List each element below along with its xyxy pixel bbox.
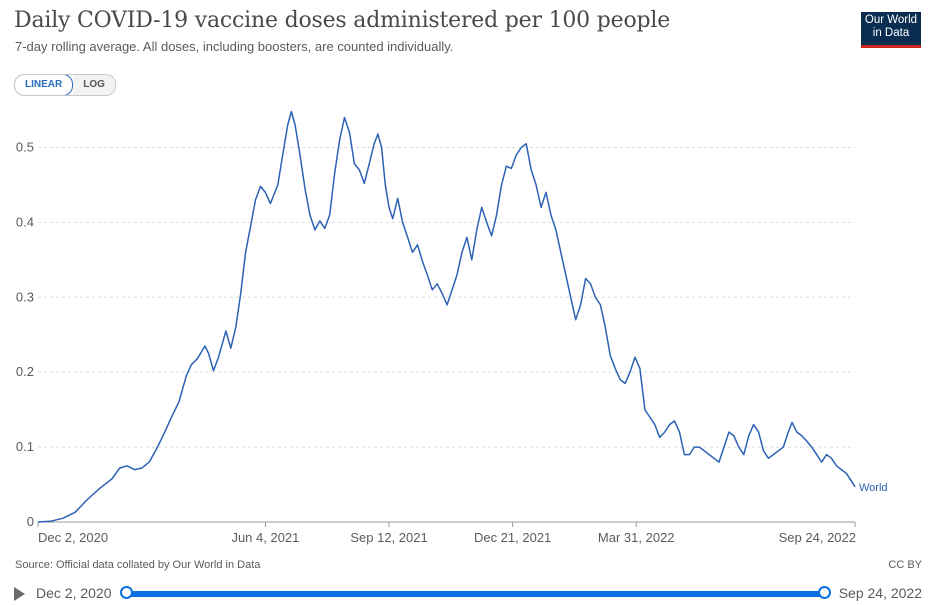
y-tick-label: 0	[27, 514, 34, 529]
timeline: Dec 2, 2020 Sep 24, 2022	[14, 582, 922, 604]
y-tick-label: 0.5	[16, 139, 34, 154]
x-tick-label: Mar 31, 2022	[598, 530, 675, 545]
x-tick-label: Dec 21, 2021	[474, 530, 551, 545]
owid-logo[interactable]: Our World in Data	[861, 12, 921, 48]
y-tick-label: 0.3	[16, 289, 34, 304]
x-tick-label: Sep 12, 2021	[350, 530, 427, 545]
x-axis-ticks: Dec 2, 2020 Jun 4, 2021 Sep 12, 2021 Dec 21…	[37, 522, 856, 545]
logo-line-1: Our World	[864, 14, 918, 26]
logo-line-2: in Data	[872, 27, 910, 39]
x-tick-label: Jun 4, 2021	[231, 530, 299, 545]
series-label-world: World	[859, 482, 888, 494]
license-link[interactable]: CC BY	[888, 559, 922, 571]
linear-scale-button[interactable]: LINEAR	[14, 75, 74, 95]
source-note: Source: Official data collated by Our Wo…	[15, 559, 261, 571]
line-chart: 0 0.1 0.2 0.3 0.4 0.5 Dec 2, 2020 Jun 4, 2021 S…	[16, 110, 888, 545]
grid-lines	[38, 146, 855, 523]
x-tick-label: Sep 24, 2022	[779, 530, 856, 545]
timeline-end-handle[interactable]	[818, 586, 831, 599]
series-line-world	[37, 110, 856, 523]
y-tick-label: 0.4	[16, 214, 34, 229]
play-icon[interactable]	[14, 587, 25, 601]
y-tick-label: 0.2	[16, 364, 34, 379]
timeline-start-label: Dec 2, 2020	[36, 585, 112, 601]
chart-title: Daily COVID-19 vaccine doses administere…	[14, 8, 671, 33]
timeline-track[interactable]	[127, 591, 824, 597]
x-tick-label: Dec 2, 2020	[38, 530, 108, 545]
timeline-end-label: Sep 24, 2022	[838, 585, 922, 601]
chart-subtitle: 7-day rolling average. All doses, includ…	[15, 39, 454, 54]
y-axis-ticks: 0 0.1 0.2 0.3 0.4 0.5	[16, 139, 34, 529]
log-scale-button[interactable]: LOG	[73, 75, 115, 95]
timeline-start-handle[interactable]	[120, 586, 133, 599]
y-tick-label: 0.1	[16, 439, 34, 454]
scale-toggle: LINEAR LOG	[14, 74, 116, 96]
